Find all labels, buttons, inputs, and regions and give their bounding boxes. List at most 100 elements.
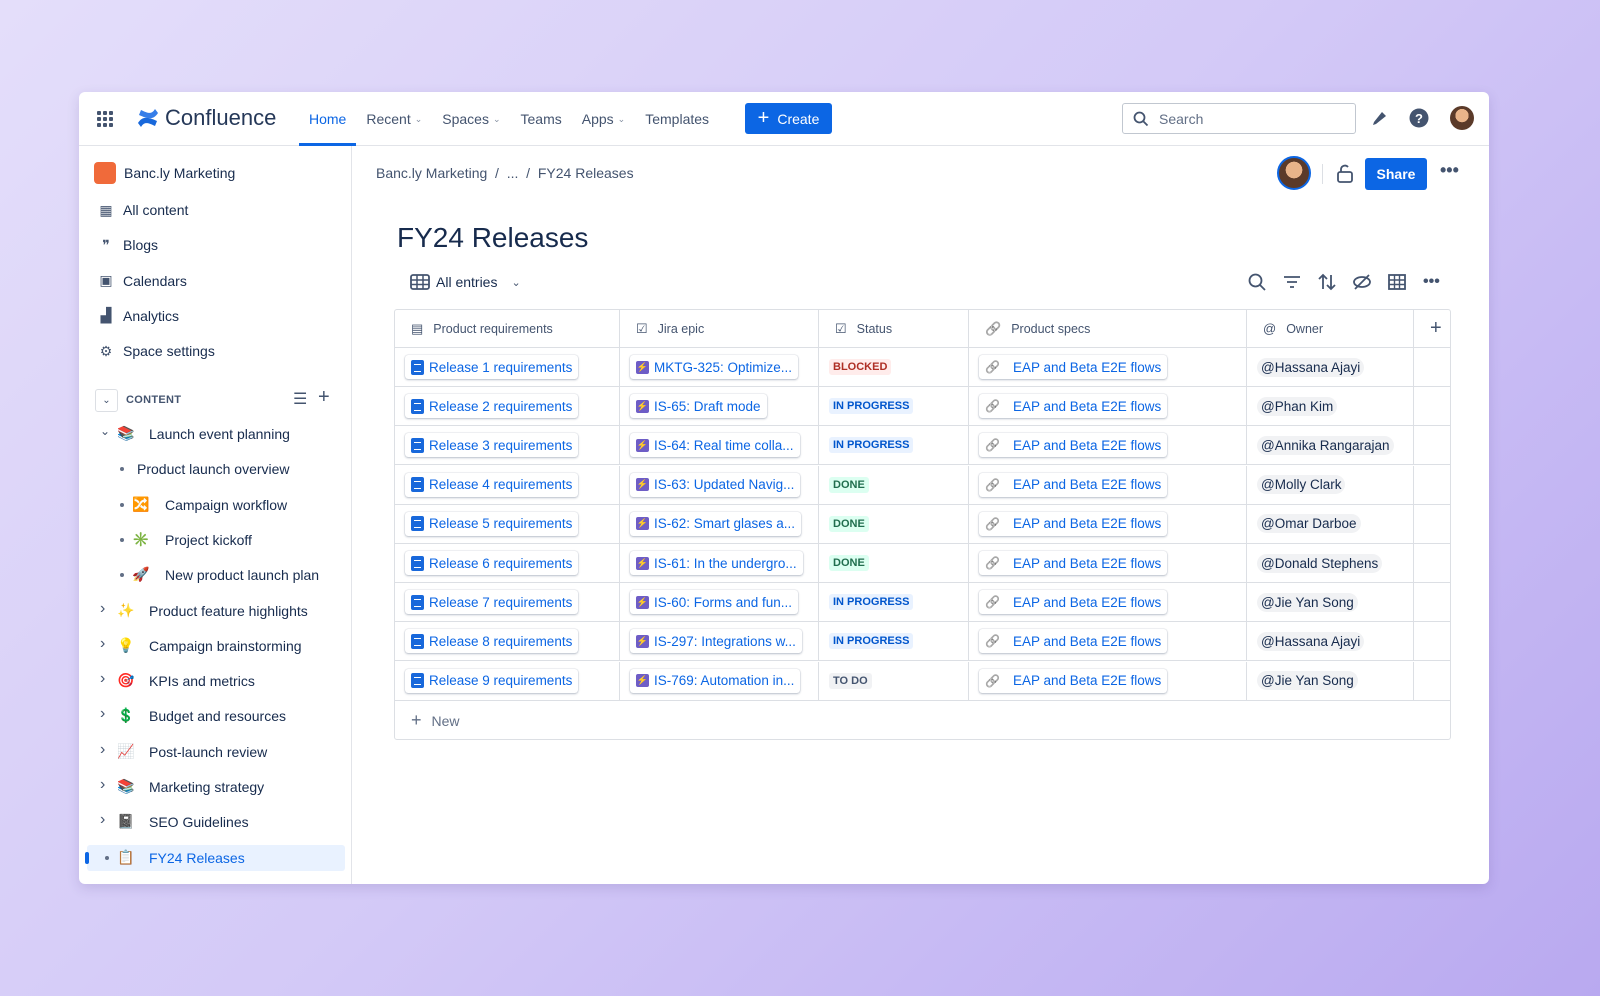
tree-item[interactable]: › 💲 Budget and resources <box>87 703 345 729</box>
add-content-icon[interactable]: + <box>318 386 330 408</box>
sidebar-item-space-settings[interactable]: ⚙ Space settings <box>97 339 215 363</box>
owner-mention[interactable]: @Jie Yan Song <box>1257 592 1358 612</box>
product-spec-link[interactable]: 🔗 EAP and Beta E2E flows <box>979 551 1167 575</box>
chevron-right-icon[interactable]: › <box>100 634 106 652</box>
tree-item[interactable]: Product launch overview <box>87 456 345 482</box>
sidebar-item-analytics[interactable]: ▟ Analytics <box>97 304 179 328</box>
collaborator-avatar[interactable] <box>1277 156 1311 190</box>
search-input[interactable]: Search <box>1122 103 1356 134</box>
column-header[interactable]: ☑ Status <box>819 310 969 347</box>
jira-epic-link[interactable]: ⚡ IS-61: In the undergro... <box>630 551 803 575</box>
tree-item[interactable]: 📋 FY24 Releases <box>85 844 345 871</box>
new-entry-button[interactable]: + New <box>411 710 460 731</box>
breadcrumb-item[interactable]: ... <box>506 165 519 181</box>
page-link[interactable]: Release 5 requirements <box>405 512 578 536</box>
chevron-right-icon[interactable]: › <box>100 599 106 617</box>
chevron-right-icon[interactable]: › <box>100 776 106 793</box>
tree-item[interactable]: 🚀 New product launch plan <box>87 562 345 588</box>
jira-epic-link[interactable]: ⚡ IS-297: Integrations w... <box>630 629 802 653</box>
status-badge[interactable]: DONE <box>829 476 869 493</box>
tree-item[interactable]: ✳️ Project kickoff <box>87 527 345 553</box>
create-button[interactable]: + Create <box>745 103 832 134</box>
page-link[interactable]: Release 4 requirements <box>405 473 578 497</box>
nav-recent[interactable]: Recent ⌄ <box>356 92 432 146</box>
product-spec-link[interactable]: 🔗 EAP and Beta E2E flows <box>979 512 1167 536</box>
status-badge[interactable]: IN PROGRESS <box>829 398 914 415</box>
tree-item[interactable]: › ✨ Product feature highlights <box>87 598 345 624</box>
page-link[interactable]: Release 8 requirements <box>405 629 578 653</box>
column-header[interactable]: ▤ Product requirements <box>395 310 620 347</box>
breadcrumb-item[interactable]: FY24 Releases <box>537 165 634 181</box>
share-button[interactable]: Share <box>1365 158 1427 190</box>
add-column-button[interactable]: + <box>1430 317 1442 339</box>
nav-home[interactable]: Home <box>299 92 357 146</box>
product-spec-link[interactable]: 🔗 EAP and Beta E2E flows <box>979 433 1167 457</box>
owner-mention[interactable]: @Molly Clark <box>1257 475 1346 495</box>
owner-mention[interactable]: @Donald Stephens <box>1257 553 1383 573</box>
page-link[interactable]: Release 9 requirements <box>405 669 578 693</box>
owner-mention[interactable]: @Hassana Ajayi <box>1257 631 1365 651</box>
column-header[interactable]: ☑ Jira epic <box>620 310 819 347</box>
search-icon[interactable] <box>1248 273 1266 291</box>
sidebar-item-all-content[interactable]: ▦ All content <box>97 198 188 222</box>
confluence-logo[interactable]: Confluence <box>137 105 276 131</box>
tree-item[interactable]: › 💡 Campaign brainstorming <box>87 633 345 659</box>
owner-mention[interactable]: @Omar Darboe <box>1257 514 1361 534</box>
tree-item[interactable]: › 📈 Post-launch review <box>87 739 345 765</box>
tree-item[interactable]: › 📓 SEO Guidelines <box>87 809 345 835</box>
status-badge[interactable]: TO DO <box>829 672 872 689</box>
more-icon[interactable]: ••• <box>1423 273 1440 290</box>
jira-epic-link[interactable]: ⚡ IS-769: Automation in... <box>630 669 800 693</box>
status-badge[interactable]: DONE <box>829 555 869 571</box>
tree-item[interactable]: 🔀 Campaign workflow <box>87 492 345 518</box>
app-switcher-icon[interactable] <box>97 111 113 127</box>
tree-item[interactable]: ⌄ 📚 Launch event planning <box>87 421 345 447</box>
space-header[interactable]: Banc.ly Marketing <box>94 161 235 185</box>
view-selector[interactable]: All entries ⌄ <box>410 274 521 290</box>
product-spec-link[interactable]: 🔗 EAP and Beta E2E flows <box>979 629 1167 653</box>
hide-fields-icon[interactable] <box>1353 273 1371 291</box>
restrictions-icon[interactable] <box>1336 164 1354 184</box>
avatar[interactable] <box>1450 106 1474 130</box>
nav-teams[interactable]: Teams <box>511 92 572 146</box>
page-link[interactable]: Release 2 requirements <box>405 394 578 418</box>
status-badge[interactable]: BLOCKED <box>829 359 892 375</box>
nav-apps[interactable]: Apps ⌄ <box>572 92 635 146</box>
owner-mention[interactable]: @Jie Yan Song <box>1257 671 1358 691</box>
sidebar-item-calendars[interactable]: ▣ Calendars <box>97 269 186 293</box>
chevron-right-icon[interactable]: › <box>100 705 106 723</box>
page-link[interactable]: Release 7 requirements <box>405 590 578 614</box>
owner-mention[interactable]: @Phan Kim <box>1257 396 1338 416</box>
product-spec-link[interactable]: 🔗 EAP and Beta E2E flows <box>979 394 1167 418</box>
jira-epic-link[interactable]: ⚡ IS-62: Smart glases a... <box>630 512 801 536</box>
status-badge[interactable]: IN PROGRESS <box>829 437 914 454</box>
filter-icon[interactable]: ☰ <box>293 391 308 408</box>
product-spec-link[interactable]: 🔗 EAP and Beta E2E flows <box>979 355 1167 379</box>
chevron-right-icon[interactable]: › <box>100 811 106 829</box>
product-spec-link[interactable]: 🔗 EAP and Beta E2E flows <box>979 590 1167 614</box>
jira-epic-link[interactable]: ⚡ IS-63: Updated Navig... <box>630 473 800 497</box>
page-link[interactable]: Release 6 requirements <box>405 551 578 575</box>
notifications-icon[interactable] <box>1370 108 1390 128</box>
jira-epic-link[interactable]: ⚡ IS-65: Draft mode <box>630 394 767 418</box>
column-header[interactable]: @ Owner <box>1247 310 1414 347</box>
status-badge[interactable]: DONE <box>829 515 869 532</box>
chevron-down-icon[interactable]: ⌄ <box>100 424 111 438</box>
more-actions-icon[interactable]: ••• <box>1440 160 1459 180</box>
nav-spaces[interactable]: Spaces ⌄ <box>432 92 510 146</box>
content-collapse-button[interactable]: ⌄ <box>95 389 118 412</box>
sort-icon[interactable] <box>1318 273 1336 291</box>
page-link[interactable]: Release 3 requirements <box>405 433 578 457</box>
sidebar-item-blogs[interactable]: ❞ Blogs <box>97 233 158 257</box>
filter-icon[interactable] <box>1283 273 1301 291</box>
product-spec-link[interactable]: 🔗 EAP and Beta E2E flows <box>979 473 1167 497</box>
status-badge[interactable]: IN PROGRESS <box>829 594 914 611</box>
nav-templates[interactable]: Templates <box>635 92 719 146</box>
tree-item[interactable]: › 🎯 KPIs and metrics <box>87 668 345 694</box>
help-icon[interactable]: ? <box>1409 108 1429 128</box>
chevron-right-icon[interactable]: › <box>100 740 106 758</box>
jira-epic-link[interactable]: ⚡ IS-64: Real time colla... <box>630 433 800 457</box>
owner-mention[interactable]: @Hassana Ajayi <box>1257 357 1365 377</box>
page-link[interactable]: Release 1 requirements <box>405 355 578 379</box>
breadcrumb-item[interactable]: Banc.ly Marketing <box>376 165 488 181</box>
